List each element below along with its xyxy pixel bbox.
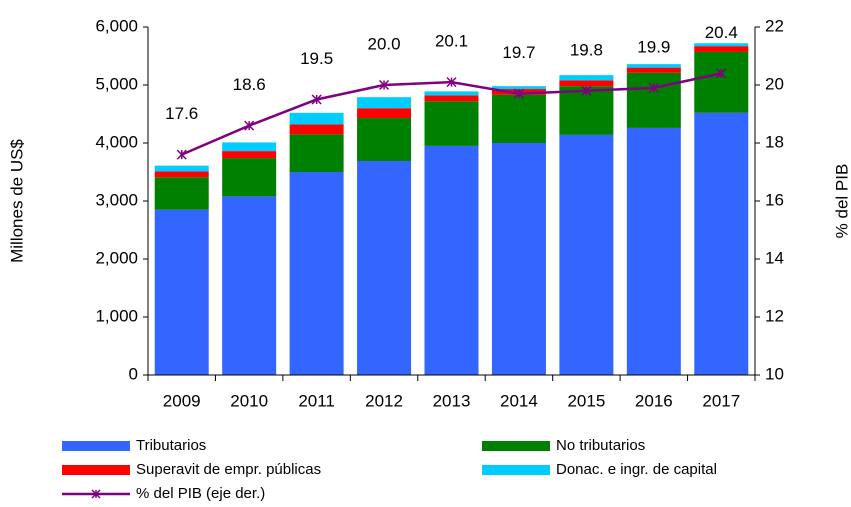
data-label: 20.0: [368, 34, 401, 53]
bar-segment: [491, 86, 546, 90]
y-tick-label: 2,000: [95, 248, 138, 267]
legend-swatch: [482, 465, 550, 475]
x-tick-label: 2010: [230, 391, 268, 410]
bar-segment: [626, 64, 681, 68]
bar-segment: [222, 142, 277, 152]
bar-segment: [491, 94, 546, 143]
bar-segment: [289, 124, 344, 135]
legend-label: Superavit de empr. públicas: [136, 461, 321, 478]
bar-segment: [154, 171, 209, 178]
bar-segment: [424, 95, 479, 102]
bar-segment: [357, 160, 412, 375]
y2-tick-label: 18: [765, 132, 784, 151]
bar-segment: [559, 80, 614, 87]
data-label: 19.8: [570, 40, 603, 59]
bar-segment: [694, 112, 749, 375]
bar-segment: [694, 51, 749, 113]
x-tick-label: 2017: [702, 391, 740, 410]
bar-segment: [626, 127, 681, 375]
y2-tick-label: 20: [765, 74, 784, 93]
legend-label: Donac. e ingr. de capital: [556, 461, 717, 478]
y2-axis-label: % del PIB: [832, 164, 851, 239]
line-marker: [581, 85, 592, 96]
bar-segment: [559, 75, 614, 81]
legend-label: No tributarios: [556, 437, 645, 454]
bar-segment: [357, 118, 412, 161]
legend-label: % del PIB (eje der.): [136, 485, 265, 502]
x-tick-label: 2016: [635, 391, 673, 410]
line-marker: [244, 120, 255, 131]
x-tick-label: 2013: [433, 391, 471, 410]
bar-segment: [289, 112, 344, 125]
bar-segment: [222, 196, 277, 375]
legend-swatch: [482, 441, 550, 451]
y-tick-label: 1,000: [95, 306, 138, 325]
line-marker: [716, 68, 727, 79]
bar-segment: [626, 67, 681, 73]
x-tick-label: 2012: [365, 391, 403, 410]
line-marker: [379, 79, 390, 91]
x-tick-label: 2015: [567, 391, 605, 410]
bar-segment: [222, 151, 277, 159]
bar-segment: [154, 209, 209, 375]
bar-segment: [289, 172, 344, 375]
data-label: 17.6: [165, 104, 198, 123]
bar-segment: [154, 177, 209, 210]
line-marker: [176, 149, 187, 160]
legend-swatch: [62, 465, 130, 475]
line-marker: [648, 82, 659, 93]
data-label: 19.7: [502, 43, 535, 62]
data-label: 18.6: [233, 75, 266, 94]
data-label: 20.1: [435, 32, 468, 51]
bar-segment: [357, 97, 412, 109]
bar-segment: [491, 143, 546, 375]
bar-segment: [289, 134, 344, 172]
x-tick-label: 2009: [163, 391, 201, 410]
y-tick-label: 3,000: [95, 190, 138, 209]
legend-swatch: [62, 441, 130, 451]
line-marker: [311, 94, 322, 105]
data-label: 19.5: [300, 49, 333, 68]
line-marker: [513, 88, 524, 99]
line-marker: [446, 77, 457, 88]
y-tick-label: 0: [129, 364, 138, 383]
y2-tick-label: 22: [765, 16, 784, 35]
bar-segment: [424, 101, 479, 146]
bar-segment: [424, 91, 479, 96]
bar-segment: [694, 43, 749, 47]
bar-segment: [424, 145, 479, 375]
bar-segment: [222, 158, 277, 197]
y2-tick-label: 14: [765, 248, 784, 267]
y-tick-label: 5,000: [95, 74, 138, 93]
y-axis-label: Millones de US$: [7, 139, 26, 263]
y2-tick-label: 12: [765, 306, 784, 325]
bar-segment: [154, 165, 209, 172]
x-tick-label: 2011: [298, 391, 335, 410]
y2-tick-label: 16: [765, 190, 784, 209]
bar-segment: [357, 108, 412, 119]
data-label: 20.4: [705, 23, 738, 42]
y2-tick-label: 10: [765, 364, 784, 383]
y-tick-label: 4,000: [95, 132, 138, 151]
bar-segment: [626, 72, 681, 128]
bar-segment: [559, 134, 614, 375]
y-tick-label: 6,000: [95, 16, 138, 35]
x-tick-label: 2014: [500, 391, 538, 410]
legend-label: Tributarios: [136, 437, 206, 454]
bar-segment: [694, 46, 749, 52]
data-label: 19.9: [637, 37, 670, 56]
